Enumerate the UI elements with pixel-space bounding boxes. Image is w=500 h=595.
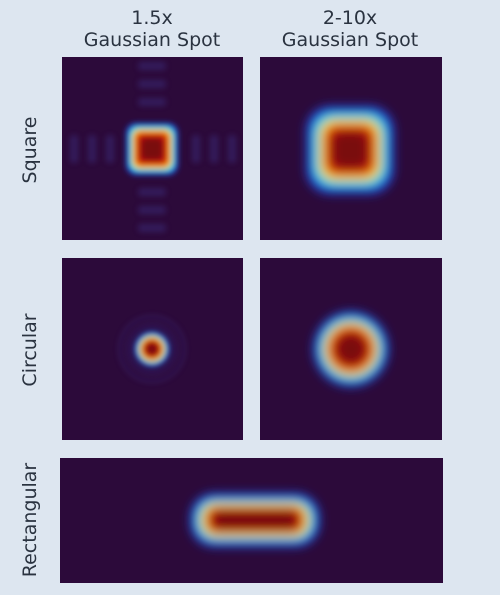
column-header-line: 1.5x — [131, 7, 172, 29]
row-label: Rectangular — [19, 463, 41, 578]
beam-panel — [60, 458, 443, 583]
row-label: Circular — [19, 313, 41, 386]
beam-panel — [260, 57, 442, 240]
column-header-line: Gaussian Spot — [282, 29, 418, 51]
column-header-line: Gaussian Spot — [84, 29, 220, 51]
beam-panel — [260, 258, 442, 440]
row-label: Square — [19, 117, 41, 184]
beam-panel — [62, 258, 243, 440]
column-header-line: 2-10x — [323, 7, 377, 29]
beam-panel — [62, 57, 243, 240]
